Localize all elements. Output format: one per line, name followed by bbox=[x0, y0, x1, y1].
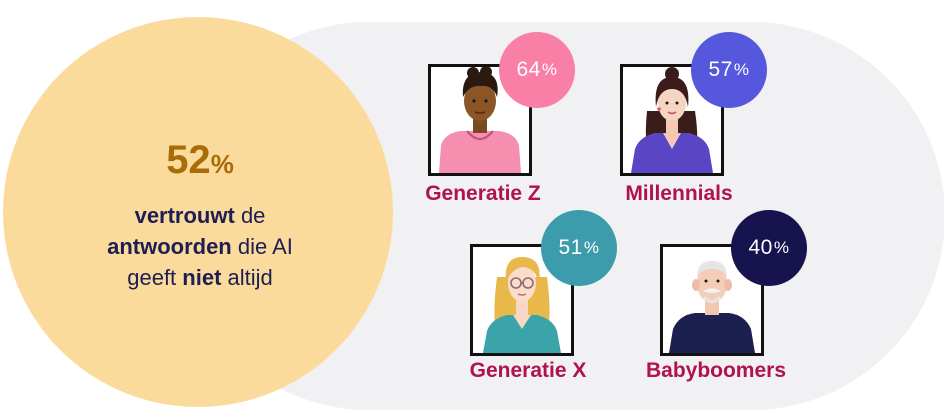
main-stat: 52% vertrouwt de antwoorden die AI geeft… bbox=[40, 140, 360, 293]
main-percentage-value: 52 bbox=[166, 138, 211, 182]
text-fragment: die AI bbox=[231, 234, 293, 259]
main-stat-description: vertrouwt de antwoorden die AI geeft nie… bbox=[40, 200, 360, 293]
millennials-label: Millennials bbox=[625, 182, 733, 205]
generation-z-badge: 64% bbox=[499, 32, 575, 108]
generation-x-badge: 51% bbox=[541, 210, 617, 286]
bold-word-niet: niet bbox=[182, 265, 222, 290]
badge-unit: % bbox=[733, 60, 750, 79]
badge-unit: % bbox=[541, 60, 558, 79]
badge-unit: % bbox=[583, 238, 600, 257]
description-line-2: antwoorden die AI bbox=[40, 231, 360, 262]
description-line-3: geeft niet altijd bbox=[40, 262, 360, 293]
generation-z-portrait bbox=[428, 64, 532, 176]
young-woman-illustration bbox=[631, 67, 713, 173]
text-fragment: geeft bbox=[127, 265, 183, 290]
badge-value: 40 bbox=[748, 236, 773, 259]
badge-value: 64 bbox=[516, 58, 541, 81]
young-man-illustration bbox=[439, 67, 521, 173]
babyboomers-label: Babyboomers bbox=[645, 359, 787, 382]
bold-word-antwoorden: antwoorden bbox=[107, 234, 232, 259]
babyboomers-badge: 40% bbox=[731, 210, 807, 286]
generation-z-label: Generatie Z bbox=[425, 182, 541, 205]
main-percentage-unit: % bbox=[210, 149, 234, 179]
millennials-badge: 57% bbox=[691, 32, 767, 108]
older-man-illustration bbox=[669, 261, 755, 353]
bold-word-vertrouwt: vertrouwt bbox=[134, 203, 235, 228]
main-percentage: 52% bbox=[40, 140, 360, 180]
badge-value: 57 bbox=[708, 58, 733, 81]
badge-unit: % bbox=[773, 238, 790, 257]
badge-value: 51 bbox=[558, 236, 583, 259]
text-fragment: de bbox=[234, 203, 266, 228]
highlight-circle bbox=[3, 17, 393, 407]
blonde-woman-illustration bbox=[483, 257, 561, 353]
description-line-1: vertrouwt de bbox=[40, 200, 360, 231]
text-fragment: altijd bbox=[221, 265, 273, 290]
generation-x-label: Generatie X bbox=[469, 359, 587, 382]
